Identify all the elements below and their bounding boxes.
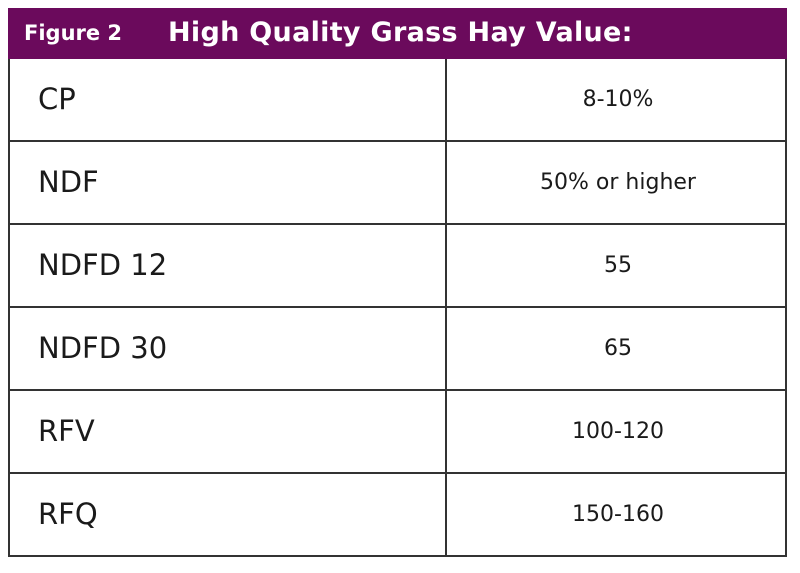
row-label: RFV: [38, 414, 95, 448]
figure: Figure 2 High Quality Grass Hay Value: C…: [8, 8, 787, 562]
row-value: 65: [445, 308, 789, 389]
row-value: 150-160: [445, 474, 789, 555]
figure-title: High Quality Grass Hay Value:: [168, 17, 633, 48]
table-row: RFV 100-120: [8, 391, 787, 474]
figure-label: Figure 2: [24, 21, 123, 45]
row-label: NDFD 12: [38, 248, 168, 282]
row-label: NDFD 30: [38, 331, 168, 365]
row-value: 50% or higher: [445, 142, 789, 223]
row-value: 8-10%: [445, 59, 789, 140]
row-value: 100-120: [445, 391, 789, 472]
table-row: RFQ 150-160: [8, 474, 787, 557]
row-label: CP: [38, 82, 76, 116]
table: CP 8-10% NDF 50% or higher NDFD 12 55 NDFD 30 6…: [8, 59, 787, 557]
table-row: CP 8-10%: [8, 59, 787, 142]
table-row: NDFD 12 55: [8, 225, 787, 308]
row-label: RFQ: [38, 497, 98, 531]
table-row: NDF 50% or higher: [8, 142, 787, 225]
header-bar: Figure 2 High Quality Grass Hay Value:: [8, 8, 787, 59]
row-value: 55: [445, 225, 789, 306]
row-label: NDF: [38, 165, 99, 199]
table-row: NDFD 30 65: [8, 308, 787, 391]
